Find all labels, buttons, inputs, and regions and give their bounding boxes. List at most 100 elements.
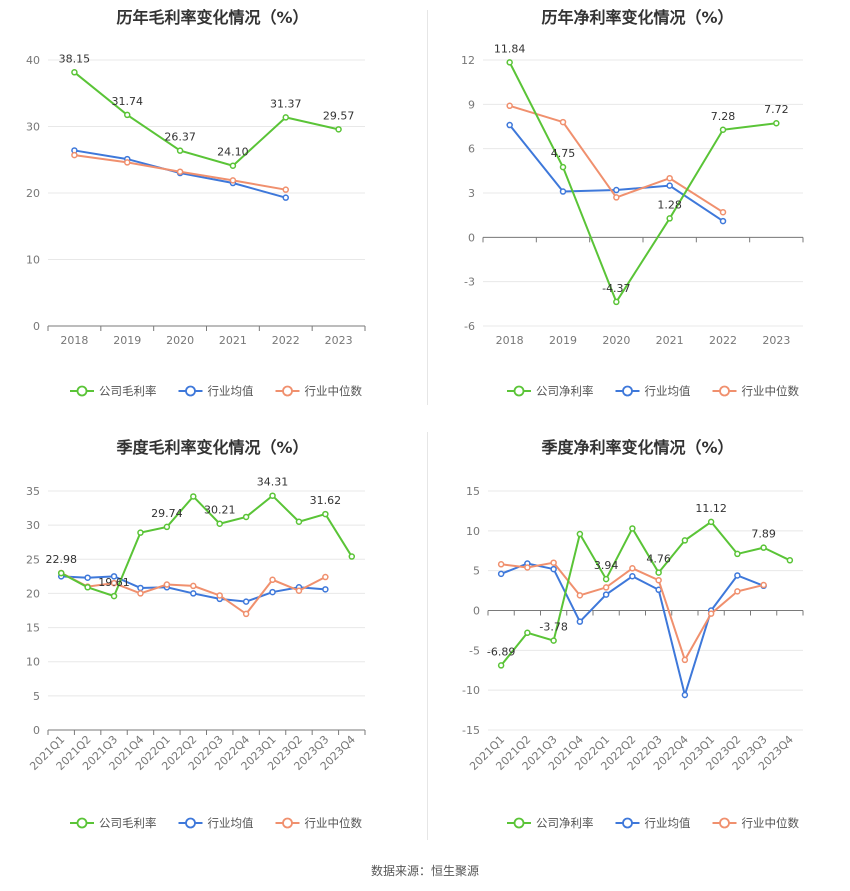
data-label: 31.37 <box>270 97 302 110</box>
y-tick-label: 40 <box>26 54 40 67</box>
data-point-median <box>242 610 250 618</box>
data-point-avg <box>282 194 289 201</box>
series-line-company <box>73 71 339 167</box>
legend-item-avg: 行业均值 <box>615 384 691 398</box>
data-point-avg <box>613 186 620 194</box>
quarterly-gross-margin-chart: 季度毛利率变化情况（%） 0 5 10 15 20 25 30 35 2021Q1 2021Q2 2… <box>0 425 425 855</box>
data-point-median <box>559 118 567 126</box>
data-point-avg <box>269 588 276 596</box>
data-point-company <box>576 530 584 538</box>
data-label: 7.72 <box>764 103 789 116</box>
legend-swatch-marker <box>76 385 88 397</box>
y-tick-label: 10 <box>26 254 40 267</box>
data-label: 29.74 <box>151 507 183 520</box>
legend-swatch-marker <box>282 817 293 829</box>
y-tick-label: 6 <box>468 143 475 156</box>
legend-item-company: 公司毛利率 <box>70 384 157 398</box>
data-label: -6.89 <box>487 645 515 658</box>
quarterly-net-margin-chart: 季度净利率变化情况（%） -15 -10 -5 0 5 10 15 2021Q1 2021Q2 2… <box>425 425 850 855</box>
data-point-company <box>190 493 197 500</box>
data-point-company <box>760 544 767 551</box>
data-point-company <box>269 492 276 499</box>
legend-swatch-marker <box>282 385 293 397</box>
data-point-median <box>322 573 329 581</box>
y-tick-label: 30 <box>26 121 40 134</box>
x-tick-label: 2019 <box>549 334 577 347</box>
data-label: 24.10 <box>217 146 249 159</box>
data-point-company <box>550 637 557 644</box>
panel-divider-bottom <box>427 432 428 840</box>
legend-swatch-marker <box>513 385 525 397</box>
chart-title: 季度毛利率变化情况（%） <box>116 438 309 457</box>
legend-swatch-marker <box>622 817 633 829</box>
data-point-company <box>242 513 250 521</box>
data-point-company <box>602 575 610 583</box>
data-label: 31.62 <box>310 494 342 507</box>
legend-swatch-marker <box>185 385 196 397</box>
legend-item-avg: 行业均值 <box>615 816 691 830</box>
data-point-company <box>229 162 237 169</box>
data-point-median <box>760 581 767 589</box>
data-point-company <box>322 510 329 518</box>
x-tick-label: 2022 <box>272 334 300 347</box>
legend-item-avg: 行业均值 <box>178 384 254 398</box>
y-tick-label: 10 <box>26 656 40 669</box>
legend-label: 行业中位数 <box>742 384 800 398</box>
x-tick-label: 2021 <box>656 334 684 347</box>
chart-svg: -6 -3 0 3 6 9 12 2018 2019 2020 2021 2022 2023 11.84 4… <box>461 42 804 398</box>
series-line-company <box>60 494 353 598</box>
annual-gross-margin-chart: 历年毛利率变化情况（%） 0 10 20 30 40 2018 2019 2020 2021 20… <box>0 0 425 420</box>
y-tick-label: 0 <box>468 231 475 244</box>
data-label: 3.94 <box>594 559 619 572</box>
y-tick-label: 25 <box>26 553 40 566</box>
data-point-median <box>137 590 144 597</box>
data-point-median <box>110 579 118 587</box>
data-point-company <box>707 518 715 526</box>
data-label: 26.37 <box>164 131 196 144</box>
data-point-company <box>629 525 636 532</box>
data-point-avg <box>629 572 636 580</box>
y-tick-label: 20 <box>26 587 40 600</box>
legend-label: 公司净利率 <box>536 816 594 830</box>
data-point-company <box>524 629 531 637</box>
x-tick-label: 2021 <box>219 334 247 347</box>
data-point-avg <box>190 590 197 597</box>
data-point-median <box>602 584 610 591</box>
y-tick-label: 12 <box>461 54 475 67</box>
data-point-avg <box>242 598 250 605</box>
data-point-company <box>719 126 727 134</box>
legend-swatch-marker <box>719 385 730 397</box>
data-label: -3.78 <box>539 621 567 634</box>
y-tick-label: -10 <box>462 684 480 697</box>
data-point-company <box>216 520 223 527</box>
legend-swatch-marker <box>185 817 196 829</box>
data-point-company <box>176 147 184 154</box>
legend-item-avg: 行业均值 <box>178 816 254 830</box>
legend-swatch-marker <box>622 385 633 397</box>
y-tick-label: -15 <box>462 724 480 737</box>
data-point-avg <box>84 574 91 581</box>
y-tick-label: 15 <box>466 485 480 498</box>
y-tick-label: 0 <box>473 605 480 618</box>
data-point-company <box>110 592 118 600</box>
data-point-avg <box>719 217 727 225</box>
y-tick-label: 0 <box>33 320 40 333</box>
chart-svg: -15-10-50510152021Q12021Q22021Q32021Q420… <box>462 485 804 830</box>
y-tick-label: -6 <box>464 320 475 333</box>
data-point-company <box>348 553 356 560</box>
data-point-avg <box>559 188 567 195</box>
legend-label: 行业均值 <box>208 816 254 830</box>
y-tick-label: 15 <box>26 622 40 635</box>
legend-swatch-marker <box>76 817 88 829</box>
annual-net-margin-chart: 历年净利率变化情况（%） -6 -3 0 3 6 9 12 2018 2019 2020 2021 2… <box>425 0 850 420</box>
data-label: 30.21 <box>204 504 236 517</box>
legend-label: 行业均值 <box>645 816 691 830</box>
data-point-company <box>734 550 741 558</box>
y-tick-label: 30 <box>26 519 40 532</box>
data-point-company <box>559 163 567 171</box>
data-label: 1.28 <box>657 198 682 211</box>
data-point-avg <box>506 121 513 129</box>
data-point-median <box>190 582 197 590</box>
data-point-median <box>666 174 673 182</box>
data-point-avg <box>666 182 673 189</box>
